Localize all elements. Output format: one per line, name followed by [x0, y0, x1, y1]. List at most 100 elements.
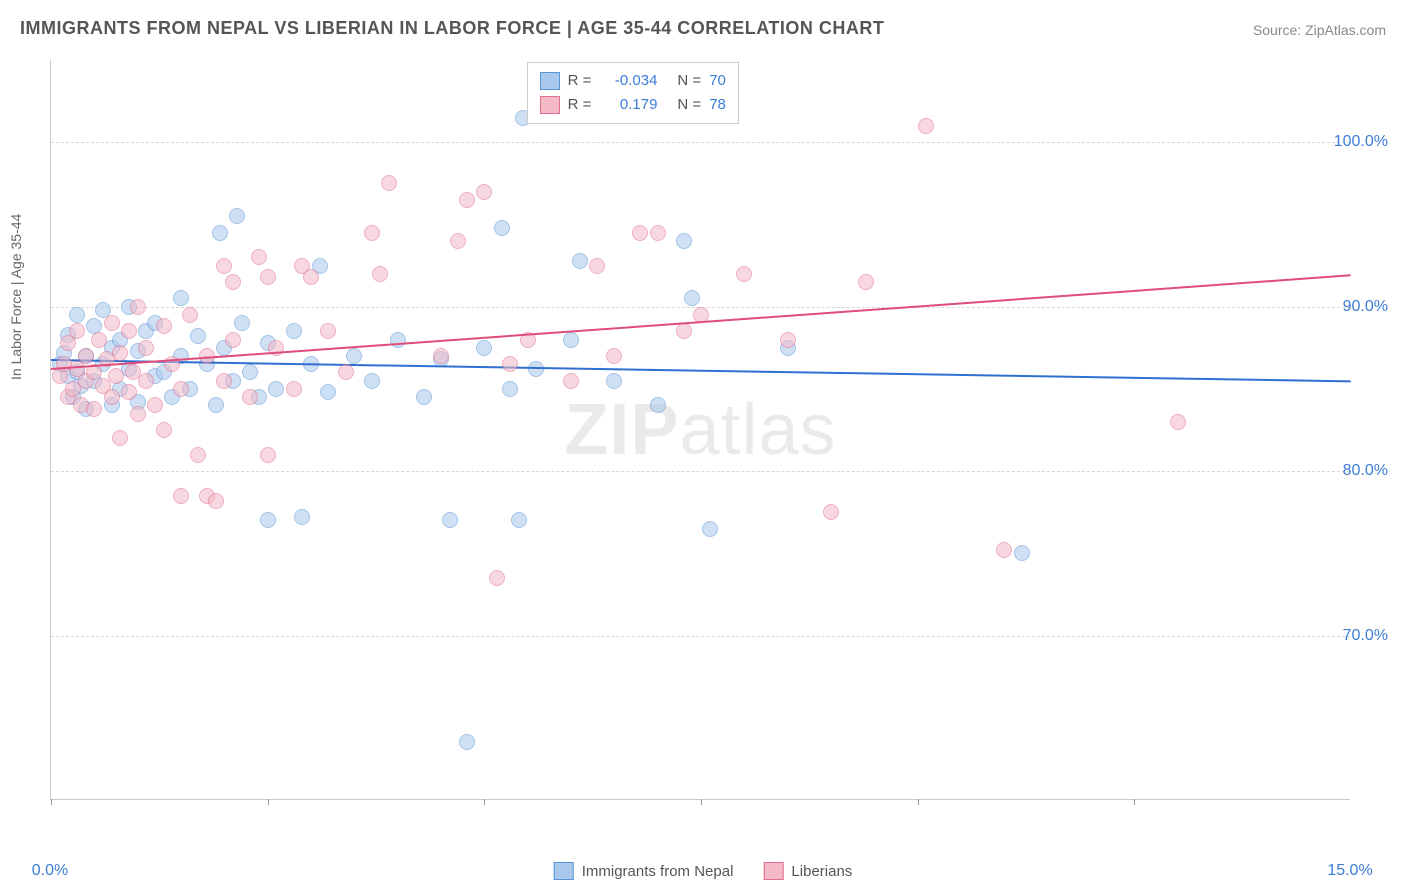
data-point-liberians	[147, 397, 163, 413]
legend-swatch	[554, 862, 574, 880]
data-point-liberians	[216, 373, 232, 389]
data-point-liberians	[86, 401, 102, 417]
data-point-liberians	[190, 447, 206, 463]
data-point-nepal	[69, 307, 85, 323]
gridline	[51, 471, 1350, 472]
plot-area: ZIPatlas	[50, 60, 1350, 800]
data-point-liberians	[489, 570, 505, 586]
data-point-liberians	[216, 258, 232, 274]
legend-stats: R = -0.034N = 70R = 0.179 N = 78	[527, 62, 739, 124]
data-point-liberians	[173, 488, 189, 504]
data-point-nepal	[442, 512, 458, 528]
gridline	[51, 142, 1350, 143]
x-tick-label: 0.0%	[32, 862, 68, 880]
legend-n-value: 70	[709, 69, 726, 93]
data-point-liberians	[823, 504, 839, 520]
x-tick-label: 15.0%	[1327, 862, 1372, 880]
data-point-nepal	[459, 734, 475, 750]
data-point-nepal	[286, 323, 302, 339]
y-tick-label: 70.0%	[1343, 627, 1388, 645]
data-point-nepal	[1014, 545, 1030, 561]
data-point-liberians	[138, 373, 154, 389]
data-point-liberians	[650, 225, 666, 241]
legend-swatch	[540, 96, 560, 114]
x-tick	[1134, 799, 1135, 805]
data-point-liberians	[918, 118, 934, 134]
data-point-nepal	[190, 328, 206, 344]
data-point-nepal	[702, 521, 718, 537]
data-point-liberians	[502, 356, 518, 372]
data-point-liberians	[91, 332, 107, 348]
y-axis-label: In Labor Force | Age 35-44	[8, 214, 24, 380]
data-point-liberians	[736, 266, 752, 282]
data-point-nepal	[320, 384, 336, 400]
x-tick	[268, 799, 269, 805]
gridline	[51, 636, 1350, 637]
data-point-liberians	[563, 373, 579, 389]
data-point-liberians	[260, 269, 276, 285]
legend-r-label: R =	[568, 93, 592, 117]
data-point-liberians	[121, 384, 137, 400]
data-point-liberians	[606, 348, 622, 364]
legend-label: Liberians	[791, 863, 852, 880]
data-point-nepal	[364, 373, 380, 389]
legend-n-label: N =	[677, 69, 701, 93]
legend-item-liberians: Liberians	[763, 862, 852, 880]
chart-title: IMMIGRANTS FROM NEPAL VS LIBERIAN IN LAB…	[20, 18, 884, 39]
data-point-nepal	[346, 348, 362, 364]
data-point-liberians	[130, 406, 146, 422]
data-point-liberians	[138, 340, 154, 356]
data-point-liberians	[286, 381, 302, 397]
data-point-liberians	[208, 493, 224, 509]
legend-r-value: 0.179	[599, 93, 657, 117]
data-point-liberians	[225, 274, 241, 290]
data-point-liberians	[156, 422, 172, 438]
data-point-nepal	[212, 225, 228, 241]
data-point-nepal	[234, 315, 250, 331]
legend-item-nepal: Immigrants from Nepal	[554, 862, 734, 880]
data-point-nepal	[606, 373, 622, 389]
data-point-liberians	[996, 542, 1012, 558]
data-point-liberians	[632, 225, 648, 241]
data-point-liberians	[130, 299, 146, 315]
x-tick	[918, 799, 919, 805]
legend-n-label: N =	[677, 93, 701, 117]
data-point-liberians	[108, 368, 124, 384]
data-point-liberians	[303, 269, 319, 285]
data-point-liberians	[112, 345, 128, 361]
data-point-liberians	[364, 225, 380, 241]
data-point-liberians	[104, 389, 120, 405]
data-point-liberians	[780, 332, 796, 348]
legend-n-value: 78	[709, 93, 726, 117]
data-point-liberians	[251, 249, 267, 265]
data-point-liberians	[112, 430, 128, 446]
data-point-liberians	[1170, 414, 1186, 430]
data-point-liberians	[381, 175, 397, 191]
data-point-nepal	[242, 364, 258, 380]
data-point-liberians	[320, 323, 336, 339]
x-tick	[484, 799, 485, 805]
data-point-liberians	[433, 348, 449, 364]
legend-stats-row: R = -0.034N = 70	[540, 69, 726, 93]
data-point-liberians	[104, 315, 120, 331]
data-point-nepal	[572, 253, 588, 269]
data-point-nepal	[260, 512, 276, 528]
data-point-liberians	[156, 318, 172, 334]
legend-bottom: Immigrants from Nepal Liberians	[554, 862, 853, 880]
data-point-nepal	[173, 290, 189, 306]
y-tick-label: 100.0%	[1334, 133, 1388, 151]
data-point-nepal	[294, 509, 310, 525]
data-point-liberians	[338, 364, 354, 380]
data-point-liberians	[69, 323, 85, 339]
legend-r-label: R =	[568, 69, 592, 93]
legend-label: Immigrants from Nepal	[582, 863, 734, 880]
data-point-liberians	[372, 266, 388, 282]
data-point-liberians	[476, 184, 492, 200]
data-point-nepal	[229, 208, 245, 224]
data-point-liberians	[78, 348, 94, 364]
legend-swatch	[763, 862, 783, 880]
data-point-liberians	[858, 274, 874, 290]
legend-stats-row: R = 0.179 N = 78	[540, 93, 726, 117]
data-point-nepal	[528, 361, 544, 377]
chart-source: Source: ZipAtlas.com	[1253, 22, 1386, 38]
